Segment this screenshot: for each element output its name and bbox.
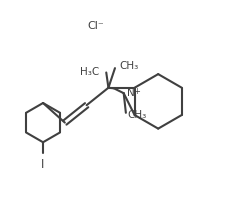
Text: CH₃: CH₃ [127, 110, 146, 120]
Text: I: I [41, 157, 45, 170]
Text: Cl⁻: Cl⁻ [88, 21, 104, 31]
Text: N: N [127, 88, 135, 98]
Text: CH₃: CH₃ [119, 61, 138, 71]
Text: H₃C: H₃C [80, 68, 100, 77]
Text: +: + [133, 87, 140, 95]
